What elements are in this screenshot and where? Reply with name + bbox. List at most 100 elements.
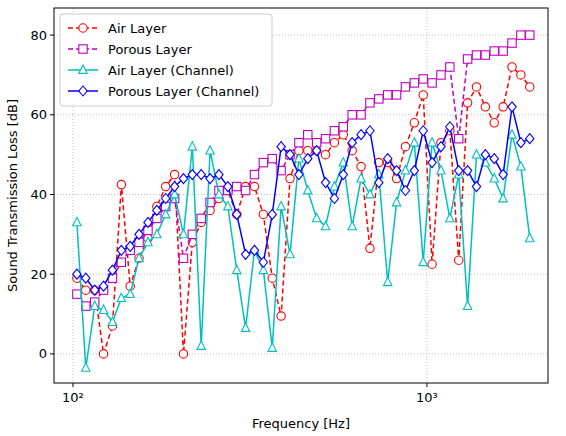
y-tick [50, 114, 54, 115]
data-point [517, 71, 525, 79]
data-point [490, 154, 498, 164]
data-point [304, 186, 312, 194]
data-point [179, 229, 187, 237]
data-point [73, 217, 81, 225]
chart: 10²10³020406080Frequency [Hz]Sound Trans… [0, 0, 566, 436]
data-point [366, 190, 374, 198]
data-point [135, 253, 143, 261]
data-point [428, 260, 436, 268]
data-point [472, 182, 480, 192]
data-point [268, 274, 276, 282]
data-point [312, 213, 320, 221]
data-point [499, 103, 507, 111]
data-point [463, 301, 471, 309]
legend-label: Porous Layer [108, 42, 192, 57]
y-grid-line [54, 274, 548, 275]
data-point [463, 99, 471, 107]
legend: Air LayerPorous LayerAir Layer (Channel)… [60, 14, 272, 106]
legend-label: Air Layer (Channel) [108, 63, 234, 78]
data-point [304, 131, 312, 139]
data-point [419, 91, 427, 99]
data-point [410, 79, 418, 87]
data-point [304, 154, 312, 164]
data-point [348, 111, 356, 119]
legend-marker [79, 86, 87, 96]
data-point [401, 142, 409, 150]
data-point [455, 256, 463, 264]
data-point [526, 31, 534, 39]
data-point [82, 273, 90, 283]
y-tick [50, 353, 54, 354]
data-point [481, 150, 489, 160]
data-point [437, 71, 445, 79]
data-point [410, 166, 418, 176]
series-line [77, 135, 530, 368]
y-tick [50, 274, 54, 275]
data-point [144, 237, 152, 245]
data-point [392, 91, 400, 99]
data-point [321, 221, 329, 229]
legend-box [60, 14, 272, 106]
data-point [188, 170, 196, 180]
data-point [366, 126, 374, 136]
data-point [161, 193, 169, 203]
data-point [419, 75, 427, 83]
data-point [490, 119, 498, 127]
data-point [401, 186, 409, 196]
data-point [250, 245, 258, 255]
data-point [188, 142, 196, 150]
data-point [446, 122, 454, 132]
legend-label: Porous Layer (Channel) [108, 84, 259, 99]
data-point [233, 209, 241, 219]
data-point [99, 350, 107, 358]
data-point [508, 102, 516, 112]
data-point [188, 230, 196, 238]
data-point [383, 277, 391, 285]
data-point [437, 166, 445, 174]
y-grid-line [54, 353, 548, 354]
data-point [277, 142, 285, 152]
data-point [153, 229, 161, 237]
data-point [499, 170, 507, 180]
data-point [526, 233, 534, 241]
data-point [259, 158, 267, 166]
data-point [428, 138, 436, 146]
data-point [463, 166, 471, 176]
data-point [383, 91, 391, 99]
data-point [197, 170, 205, 180]
data-point [330, 127, 338, 135]
series-line [77, 35, 530, 306]
x-tick [426, 383, 427, 387]
data-point [286, 249, 294, 257]
legend-marker [79, 24, 87, 32]
data-point [135, 229, 143, 239]
data-point [419, 126, 427, 136]
data-point [259, 257, 267, 267]
data-point [481, 103, 489, 111]
data-point [295, 170, 303, 180]
data-point [490, 174, 498, 182]
data-point [446, 63, 454, 71]
data-point [392, 166, 400, 176]
grid [54, 8, 548, 383]
data-point [108, 265, 116, 275]
data-point [250, 182, 258, 190]
y-axis-label: Sound Transmission Loss [dB] [5, 99, 20, 292]
data-point [392, 197, 400, 205]
data-point [472, 51, 480, 59]
data-point [472, 83, 480, 91]
data-point [99, 281, 107, 291]
data-point [517, 162, 525, 170]
x-tick-label: 10³ [416, 390, 438, 405]
data-point [241, 249, 249, 259]
x-grid-line [426, 8, 427, 383]
data-point [463, 55, 471, 63]
data-point [161, 182, 169, 190]
data-point [330, 193, 338, 203]
data-point [277, 201, 285, 209]
data-point [233, 182, 241, 190]
data-point [366, 99, 374, 107]
data-point [490, 47, 498, 55]
data-point [179, 254, 187, 262]
data-point [82, 286, 90, 294]
